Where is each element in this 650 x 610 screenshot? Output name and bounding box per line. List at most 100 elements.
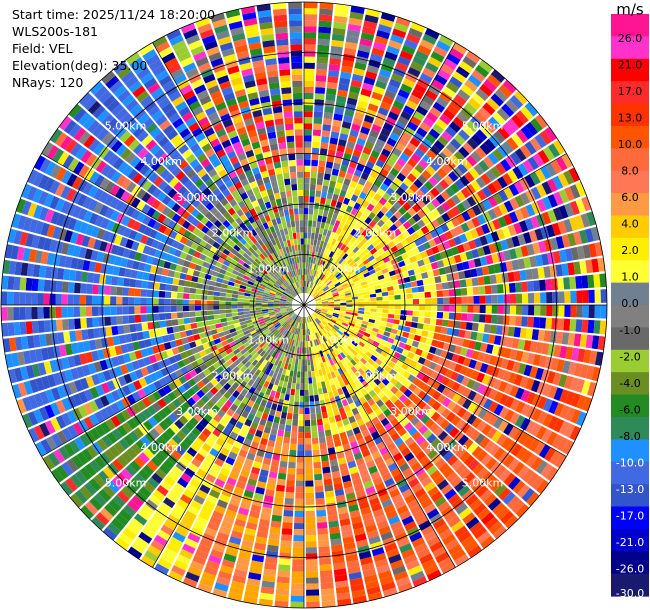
velocity-gate xyxy=(550,159,563,174)
velocity-gate xyxy=(319,240,325,248)
velocity-gate xyxy=(502,122,515,136)
velocity-gate xyxy=(381,148,391,158)
velocity-gate xyxy=(464,171,475,183)
velocity-gate xyxy=(342,320,350,325)
velocity-gate xyxy=(278,423,286,431)
velocity-gate xyxy=(399,462,410,473)
velocity-gate xyxy=(249,310,257,314)
velocity-gate xyxy=(331,290,338,294)
velocity-gate xyxy=(291,425,298,433)
velocity-gate xyxy=(313,208,319,216)
velocity-gate xyxy=(305,486,314,493)
velocity-gate xyxy=(387,240,396,249)
velocity-gate xyxy=(346,266,353,273)
velocity-gate xyxy=(326,82,338,90)
velocity-gate xyxy=(43,306,50,319)
velocity-gate xyxy=(343,287,350,292)
velocity-gate xyxy=(403,398,413,408)
velocity-gate xyxy=(344,290,351,294)
velocity-gate xyxy=(323,248,329,256)
velocity-gate xyxy=(326,353,332,361)
velocity-gate xyxy=(304,129,312,136)
velocity-gate xyxy=(556,359,565,373)
velocity-gate xyxy=(350,207,358,216)
velocity-gate xyxy=(275,588,290,596)
velocity-gate xyxy=(249,299,256,303)
velocity-gate xyxy=(270,520,282,528)
velocity-gate xyxy=(439,179,450,190)
velocity-gate xyxy=(312,245,317,252)
velocity-gate xyxy=(426,535,441,548)
velocity-gate xyxy=(336,214,343,222)
velocity-gate xyxy=(428,346,437,354)
velocity-gate xyxy=(430,411,441,422)
velocity-gate xyxy=(337,287,344,292)
velocity-gate xyxy=(334,362,341,370)
velocity-gate xyxy=(322,241,328,249)
velocity-gate xyxy=(506,440,518,454)
velocity-gate xyxy=(511,338,520,349)
velocity-gate xyxy=(387,337,395,344)
velocity-gate xyxy=(546,305,553,317)
velocity-gate xyxy=(324,348,329,355)
velocity-gate xyxy=(327,300,335,303)
velocity-gate xyxy=(166,326,174,334)
velocity-gate xyxy=(509,95,524,109)
velocity-gate xyxy=(530,118,543,133)
velocity-gate xyxy=(437,68,451,81)
velocity-gate xyxy=(324,398,331,406)
velocity-gate xyxy=(299,401,304,409)
velocity-gate xyxy=(134,314,142,323)
velocity-gate xyxy=(449,155,461,167)
velocity-gate xyxy=(320,222,326,229)
velocity-gate xyxy=(316,509,327,517)
velocity-gate xyxy=(388,300,395,305)
velocity-gate xyxy=(446,209,456,220)
velocity-gate xyxy=(321,191,328,199)
velocity-gate xyxy=(282,522,293,529)
velocity-gate xyxy=(283,510,294,517)
velocity-gate xyxy=(273,416,281,424)
velocity-gate xyxy=(380,101,392,111)
velocity-gate xyxy=(338,257,345,265)
velocity-gate xyxy=(305,480,314,487)
velocity-gate xyxy=(470,228,479,239)
velocity-gate xyxy=(469,268,478,278)
velocity-gate xyxy=(333,309,340,313)
velocity-gate xyxy=(337,329,344,336)
velocity-gate xyxy=(340,65,353,74)
velocity-gate xyxy=(512,461,525,476)
velocity-gate xyxy=(488,355,498,366)
velocity-gate xyxy=(449,305,456,312)
velocity-gate xyxy=(530,379,541,393)
velocity-gate xyxy=(338,221,345,230)
velocity-gate xyxy=(399,385,408,394)
velocity-gate xyxy=(355,210,363,219)
velocity-gate xyxy=(570,393,581,408)
velocity-gate xyxy=(428,255,437,263)
velocity-gate xyxy=(316,418,323,426)
velocity-gate xyxy=(337,89,348,98)
velocity-gate xyxy=(517,339,526,351)
velocity-gate xyxy=(347,280,354,285)
velocity-gate xyxy=(312,449,320,457)
velocity-gate xyxy=(495,325,503,335)
velocity-gate xyxy=(304,341,307,348)
velocity-gate xyxy=(61,281,69,293)
velocity-gate xyxy=(350,79,362,88)
velocity-gate xyxy=(587,319,595,334)
velocity-gate xyxy=(334,333,341,340)
velocity-gate xyxy=(497,294,504,304)
velocity-gate xyxy=(345,35,359,44)
velocity-gate xyxy=(315,325,320,332)
velocity-gate xyxy=(541,428,553,443)
velocity-gate xyxy=(320,312,327,316)
velocity-gate xyxy=(346,299,353,303)
velocity-gate xyxy=(460,222,470,233)
velocity-gate xyxy=(417,286,425,293)
velocity-gate xyxy=(485,364,495,376)
velocity-gate xyxy=(334,303,341,305)
velocity-gate xyxy=(328,69,340,78)
velocity-gate xyxy=(370,301,377,305)
velocity-gate xyxy=(429,318,437,325)
